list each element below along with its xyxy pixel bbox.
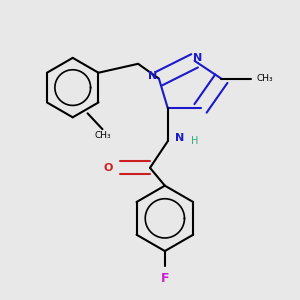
Text: O: O: [104, 163, 113, 173]
Text: N: N: [193, 53, 202, 63]
Text: F: F: [160, 272, 169, 285]
Text: CH₃: CH₃: [257, 74, 274, 83]
Text: N: N: [175, 133, 184, 143]
Text: CH₃: CH₃: [94, 130, 111, 140]
Text: N: N: [148, 71, 158, 81]
Text: H: H: [191, 136, 198, 146]
